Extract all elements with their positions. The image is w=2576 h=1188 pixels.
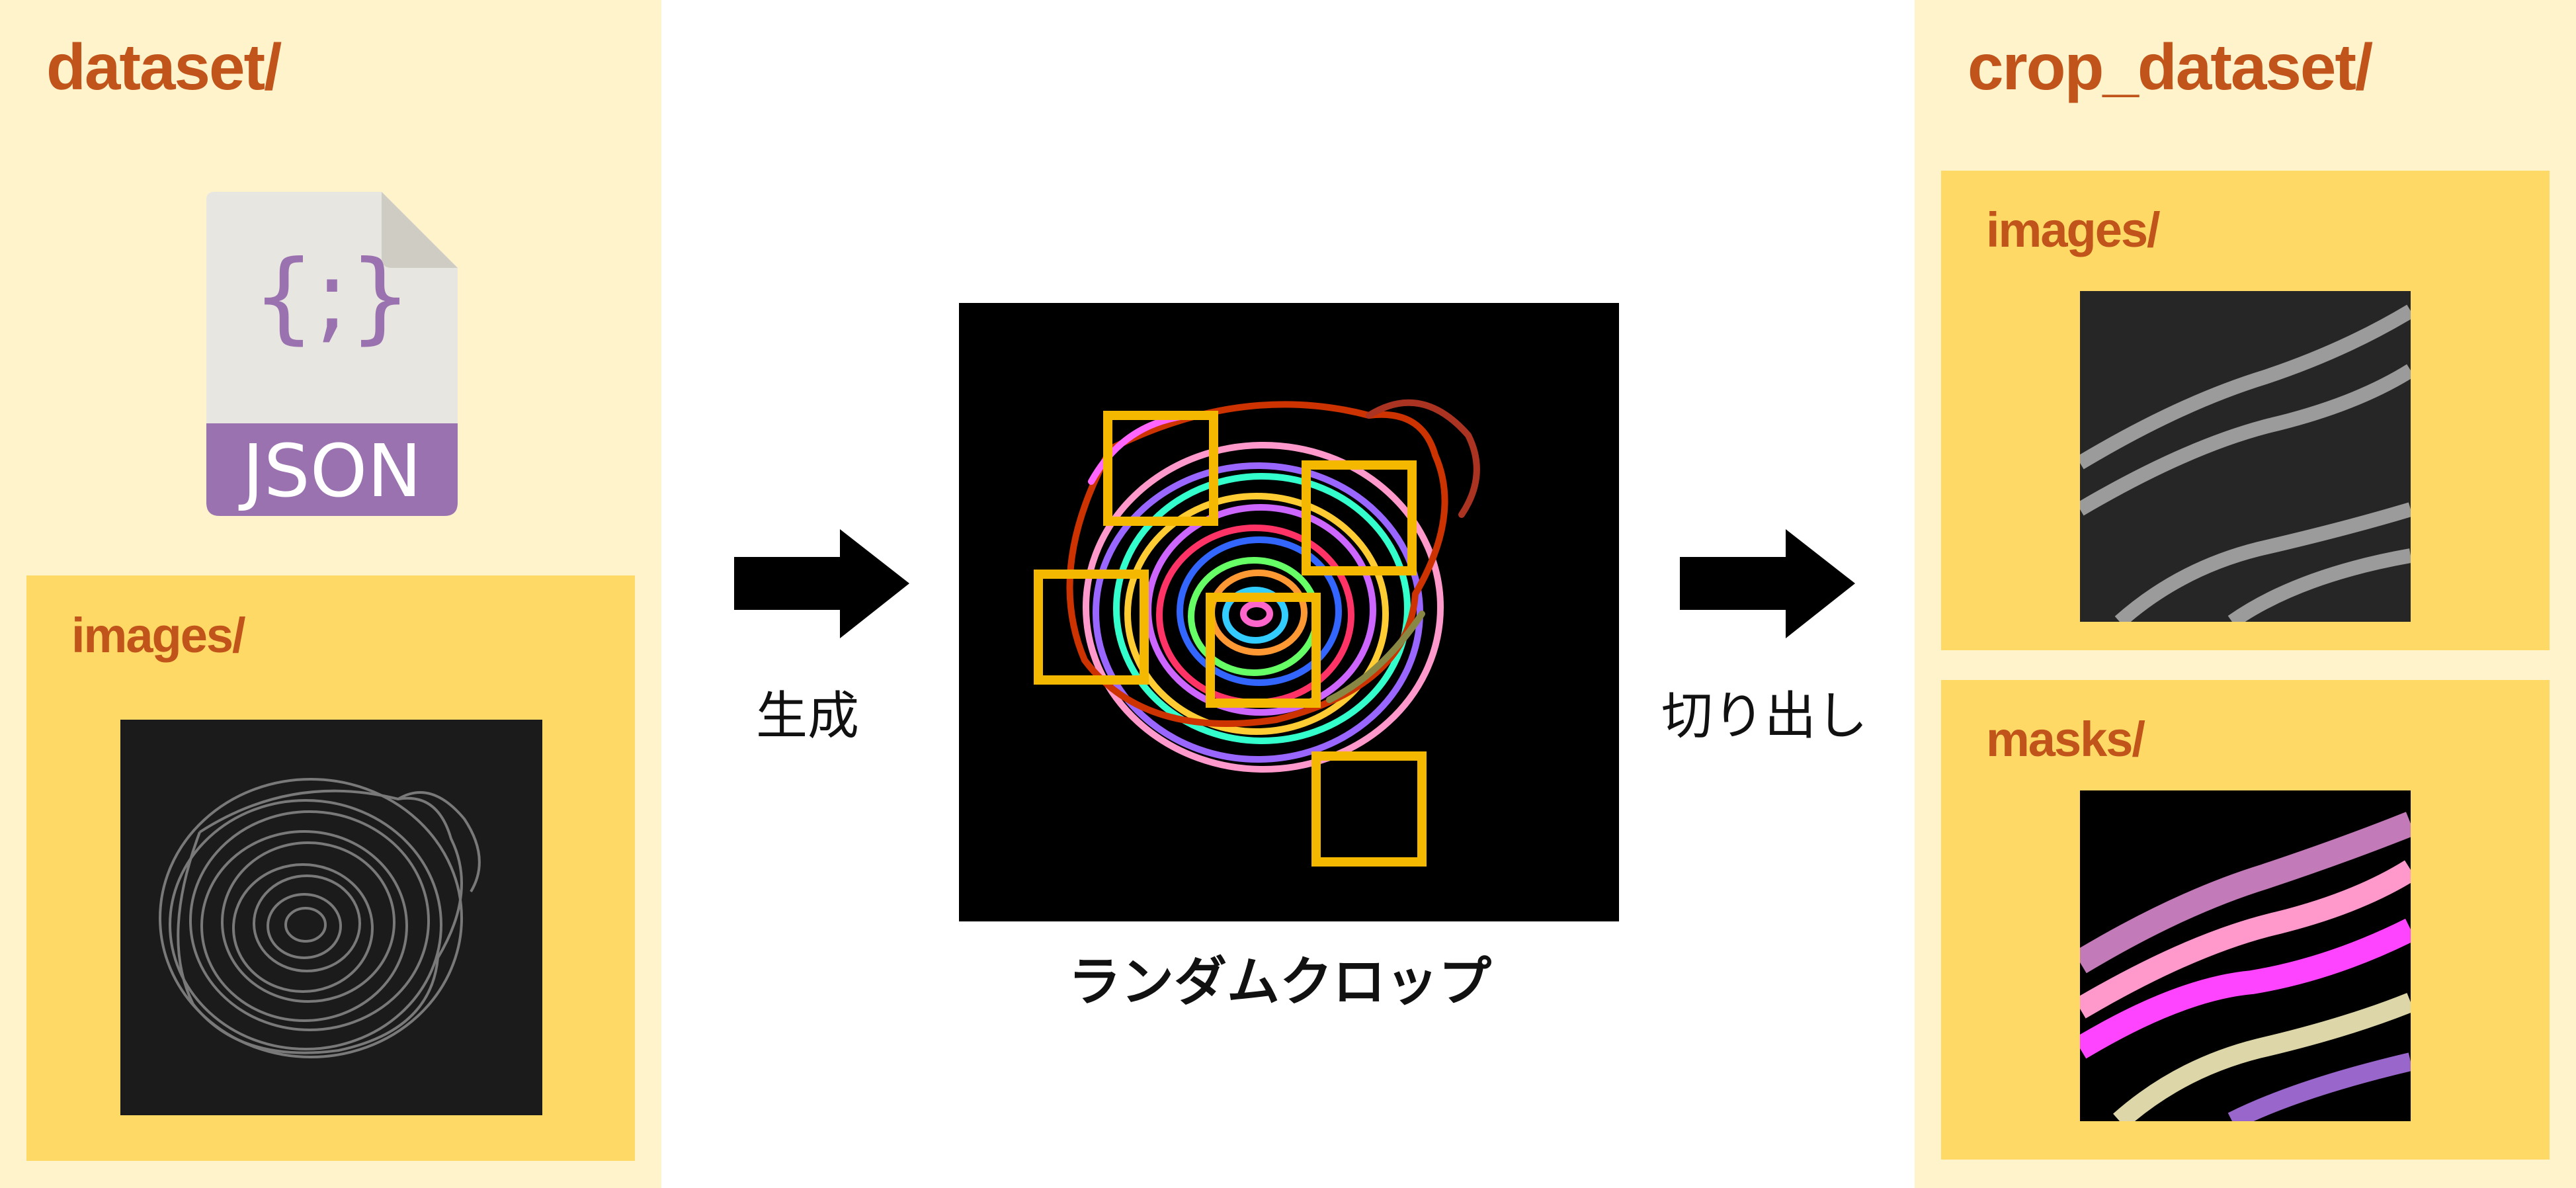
- dataset-source-image: [120, 720, 542, 1115]
- json-glyph: {;}: [252, 239, 411, 355]
- crop-dataset-title: crop_dataset/: [1968, 30, 2373, 103]
- json-type-label: JSON: [238, 429, 421, 513]
- random-crop-caption: ランダムクロップ: [1068, 951, 1491, 1013]
- dataset-title: dataset/: [46, 30, 282, 103]
- crop-images-label: images/: [1986, 202, 2161, 257]
- dataset-images-label: images/: [71, 608, 246, 663]
- generate-label: 生成: [756, 687, 860, 746]
- generate-arrow: [734, 529, 909, 638]
- crop-masks-label: masks/: [1986, 712, 2145, 767]
- crop-image-sample: [2080, 291, 2411, 622]
- extract-arrow: [1680, 529, 1855, 638]
- json-file-icon: {;} JSON: [206, 192, 458, 516]
- crop-mask-sample: [2080, 790, 2411, 1121]
- extract-label: 切り出し: [1661, 687, 1868, 746]
- random-crop-image: [959, 303, 1619, 921]
